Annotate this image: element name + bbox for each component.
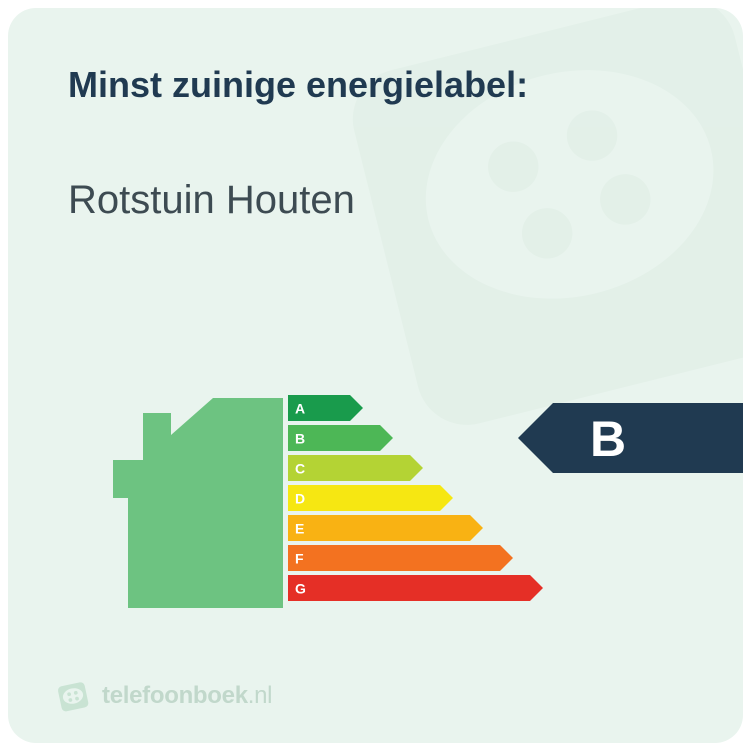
card-title: Minst zuinige energielabel:: [68, 64, 528, 106]
energy-bar-a: A: [288, 395, 363, 421]
energy-label-chart: ABCDEFG B: [8, 378, 743, 628]
svg-text:B: B: [590, 411, 626, 467]
energy-bar-letter: E: [295, 521, 304, 537]
rating-badge: B: [518, 403, 743, 473]
footer-brand-text: telefoonboek.nl: [102, 682, 272, 710]
energy-bar-b: B: [288, 425, 393, 451]
energy-bar-letter: D: [295, 491, 305, 507]
house-icon: [113, 398, 283, 608]
footer-brand-bold: telefoonboek: [102, 682, 248, 709]
energy-bar-letter: F: [295, 551, 304, 567]
energy-bar-d: D: [288, 485, 453, 511]
phonebook-logo-icon: [53, 676, 93, 716]
energy-bar-c: C: [288, 455, 423, 481]
energy-bar-letter: G: [295, 581, 306, 597]
energy-bar-e: E: [288, 515, 483, 541]
energy-bar-letter: B: [295, 431, 305, 447]
footer-brand-tld: .nl: [248, 682, 272, 709]
energy-bar-g: G: [288, 575, 543, 601]
energy-bars: ABCDEFG: [288, 395, 543, 605]
energy-bar-letter: C: [295, 461, 305, 477]
location-name: Rotstuin Houten: [68, 178, 355, 223]
energy-label-card: Minst zuinige energielabel: Rotstuin Hou…: [8, 8, 743, 743]
energy-bar-f: F: [288, 545, 513, 571]
energy-bar-letter: A: [295, 401, 305, 417]
footer-brand: telefoonboek.nl: [56, 679, 272, 713]
